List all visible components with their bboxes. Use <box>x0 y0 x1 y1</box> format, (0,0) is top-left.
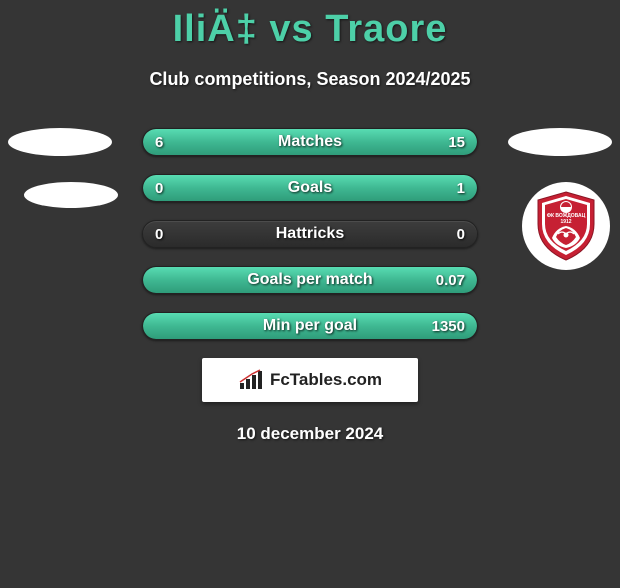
svg-text:1912: 1912 <box>560 219 571 225</box>
stat-value-right: 15 <box>448 129 465 155</box>
stat-bars: Matches615Goals01Hattricks00Goals per ma… <box>142 128 478 340</box>
comparison-date: 10 december 2024 <box>0 424 620 444</box>
player-left-club-placeholder <box>24 182 118 208</box>
player-right-avatar-placeholder <box>508 128 612 156</box>
fctables-brand-text: FcTables.com <box>270 370 382 390</box>
stat-value-left: 6 <box>155 129 163 155</box>
stat-value-right: 1350 <box>432 313 465 339</box>
vozdovac-crest-icon: ФК ВОЖДОВАЦ 1912 <box>534 190 598 262</box>
stat-value-left: 0 <box>155 175 163 201</box>
stat-label: Min per goal <box>143 313 477 339</box>
stat-label: Goals <box>143 175 477 201</box>
comparison-subtitle: Club competitions, Season 2024/2025 <box>0 69 620 90</box>
comparison-content: ФК ВОЖДОВАЦ 1912 Matches615Goals01Hattri… <box>0 128 620 444</box>
stat-bar: Goals per match0.07 <box>142 266 478 294</box>
player-right-club-logo: ФК ВОЖДОВАЦ 1912 <box>522 182 610 270</box>
stat-bar: Goals0 1 <box>142 174 478 202</box>
stat-value-right: 1 <box>457 175 465 201</box>
stat-value-right: 0 <box>457 221 465 247</box>
stat-bar: Matches6 15 <box>142 128 478 156</box>
stat-value-left: 0 <box>155 221 163 247</box>
stat-bar: Min per goal1350 <box>142 312 478 340</box>
stat-value-right: 0.07 <box>436 267 465 293</box>
fctables-logo: FcTables.com <box>202 358 418 402</box>
stat-label: Matches <box>143 129 477 155</box>
player-left-avatar-placeholder <box>8 128 112 156</box>
stat-bar: Hattricks0 0 <box>142 220 478 248</box>
stat-label: Hattricks <box>143 221 477 247</box>
bars-chart-icon <box>238 369 264 391</box>
comparison-title: IliÄ‡ vs Traore <box>0 8 620 51</box>
stat-label: Goals per match <box>143 267 477 293</box>
